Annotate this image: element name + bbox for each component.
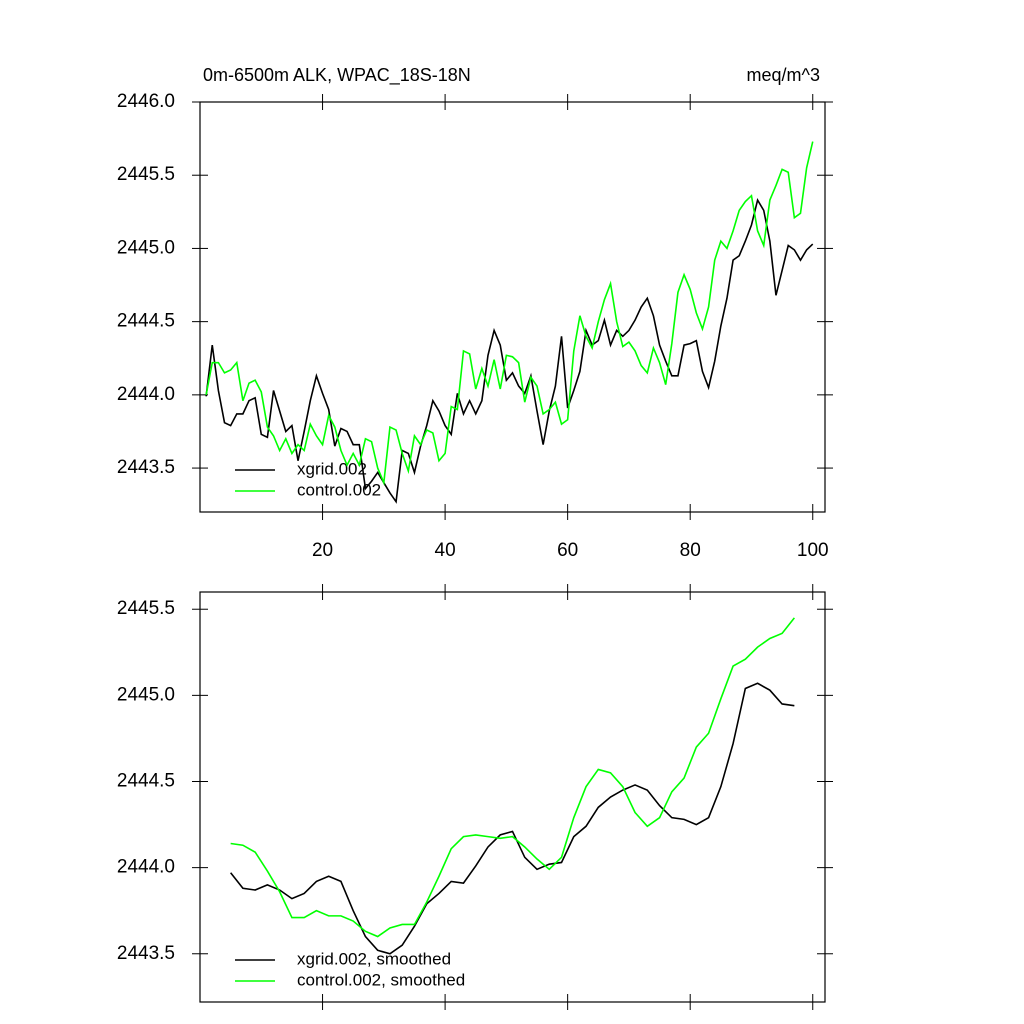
legend-label: xgrid.002, smoothed (297, 949, 451, 968)
data-line (205, 141, 814, 486)
legend-label: control.002, smoothed (297, 970, 465, 989)
data-line (205, 198, 814, 504)
x-tick-label: 20 (312, 540, 333, 561)
x-tick-label: 60 (557, 540, 578, 561)
legend-label: control.002 (297, 480, 381, 499)
y-tick-label: 2443.5 (117, 457, 175, 478)
y-tick-label: 2445.0 (117, 237, 175, 258)
plot-frame (199, 591, 826, 1003)
data-line (230, 617, 795, 938)
x-tick-label: 80 (680, 540, 701, 561)
plot-frame (199, 101, 826, 513)
y-tick-label: 2445.5 (117, 598, 175, 619)
data-line (230, 682, 795, 955)
y-tick-label: 2444.0 (117, 384, 175, 405)
x-tick-label: 40 (435, 540, 456, 561)
units-label: meq/m^3 (747, 65, 820, 85)
y-tick-label: 2444.0 (117, 857, 175, 878)
y-tick-label: 2446.0 (117, 91, 175, 112)
y-tick-label: 2444.5 (117, 771, 175, 792)
y-tick-label: 2445.5 (117, 164, 175, 185)
y-tick-label: 2443.5 (117, 943, 175, 964)
y-tick-label: 2444.5 (117, 311, 175, 332)
x-tick-label: 100 (797, 540, 829, 561)
legend-label: xgrid.002 (297, 459, 367, 478)
y-tick-label: 2445.0 (117, 684, 175, 705)
chart-title: 0m-6500m ALK, WPAC_18S-18N (203, 65, 471, 86)
